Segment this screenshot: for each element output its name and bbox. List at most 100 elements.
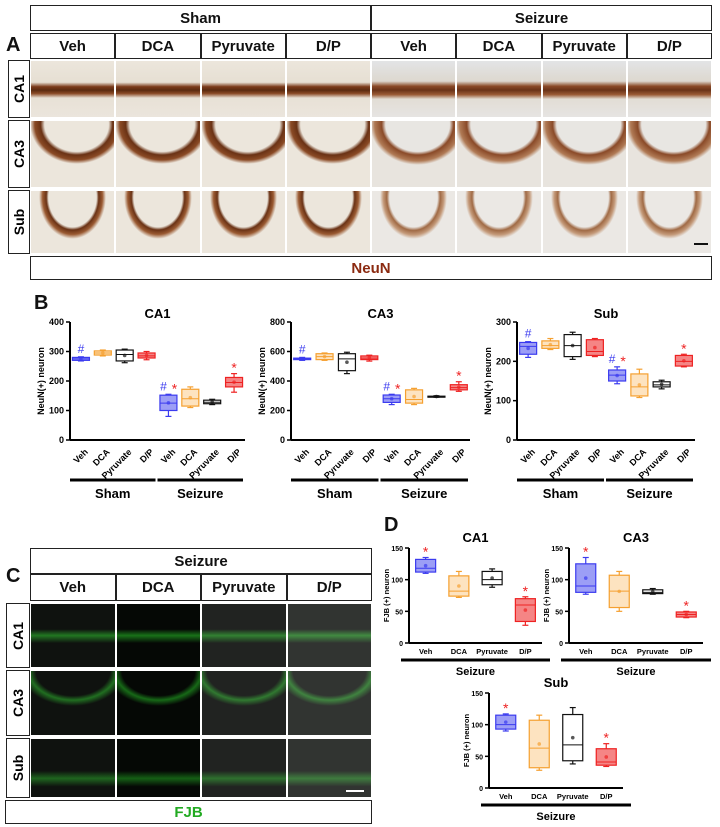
scale-bar bbox=[346, 790, 364, 792]
chart-title: CA1 bbox=[144, 306, 170, 321]
box-Pyruvate bbox=[562, 706, 584, 765]
neun-micrograph bbox=[115, 190, 201, 254]
treatment-header-a: DCA bbox=[115, 33, 201, 59]
fjb-micrograph bbox=[115, 603, 201, 668]
data-point bbox=[682, 358, 686, 363]
star-marker: * bbox=[172, 380, 178, 396]
x-tick-label: D/P bbox=[450, 447, 468, 465]
box-Veh: # * bbox=[608, 352, 626, 385]
x-tick-label: DCA bbox=[451, 647, 468, 656]
treatment-header-a: Pyruvate bbox=[541, 33, 627, 59]
box-D/P: * bbox=[674, 340, 693, 368]
panel-letter-d: D bbox=[384, 514, 399, 536]
data-point bbox=[570, 343, 575, 348]
data-point bbox=[637, 383, 642, 387]
box-Pyruvate bbox=[337, 351, 357, 375]
neun-micrograph bbox=[541, 190, 627, 254]
box-Pyruvate bbox=[652, 379, 671, 390]
star-marker: * bbox=[395, 380, 401, 396]
group-label: Seizure bbox=[626, 486, 672, 501]
data-point bbox=[457, 584, 461, 588]
fjb-micrograph bbox=[201, 738, 287, 798]
data-point bbox=[345, 360, 349, 364]
x-tick-label: Pyruvate bbox=[476, 647, 508, 656]
data-point bbox=[570, 735, 575, 740]
data-point bbox=[389, 396, 394, 401]
region-label-c: CA1 bbox=[6, 603, 30, 668]
x-tick-label: D/P bbox=[138, 447, 156, 465]
box-D/P: * bbox=[449, 368, 468, 392]
neun-micrograph bbox=[456, 60, 542, 118]
x-tick-label: Veh bbox=[71, 447, 89, 465]
region-label-text: CA3 bbox=[10, 688, 27, 718]
box-DCA bbox=[448, 570, 470, 599]
group-label: Seizure bbox=[536, 811, 575, 823]
y-tick-label: 50 bbox=[555, 609, 563, 616]
star-marker: * bbox=[503, 700, 509, 716]
x-tick-label: D/P bbox=[361, 447, 379, 465]
box-Veh: # * bbox=[382, 379, 401, 406]
star-marker: * bbox=[604, 730, 610, 746]
y-tick-label: 0 bbox=[59, 435, 64, 445]
neun-micrograph bbox=[285, 190, 371, 254]
star-marker: * bbox=[583, 544, 589, 560]
neun-micrograph bbox=[115, 60, 201, 118]
y-tick-label: 150 bbox=[551, 546, 563, 553]
group-label: Seizure bbox=[177, 486, 223, 501]
x-tick-label: D/P bbox=[675, 447, 693, 465]
x-tick-label: Pyruvate bbox=[637, 647, 669, 656]
group-header-seizure: Seizure bbox=[371, 5, 712, 31]
scale-bar bbox=[694, 243, 708, 245]
fjb-micrograph bbox=[30, 738, 116, 798]
box-Pyruvate bbox=[203, 398, 222, 406]
box-Pyruvate bbox=[427, 394, 446, 399]
group-header-sham: Sham bbox=[30, 5, 371, 31]
box-D/P bbox=[360, 354, 379, 362]
y-tick-label: 50 bbox=[395, 609, 403, 616]
hash-marker: # bbox=[78, 342, 85, 356]
box-Pyruvate bbox=[115, 348, 134, 364]
x-tick-label: D/P bbox=[600, 792, 613, 801]
x-tick-label: Veh bbox=[159, 447, 177, 465]
data-point bbox=[523, 608, 528, 612]
x-tick-label: Veh bbox=[579, 647, 593, 656]
data-point bbox=[101, 351, 105, 355]
neun-micrograph bbox=[456, 190, 542, 254]
data-point bbox=[593, 345, 597, 350]
fjb-micrograph bbox=[30, 603, 116, 668]
y-tick-label: 100 bbox=[49, 406, 64, 416]
region-label-c: CA3 bbox=[6, 670, 30, 736]
box-DCA bbox=[541, 337, 560, 351]
chart-title: CA3 bbox=[367, 306, 393, 321]
y-tick-label: 100 bbox=[391, 578, 403, 585]
neun-micrograph bbox=[371, 120, 457, 188]
y-axis-label: FJB (+) neuron bbox=[542, 569, 551, 623]
group-label: Seizure bbox=[616, 666, 655, 678]
fjb-micrograph bbox=[115, 738, 201, 798]
treatment-header-a: DCA bbox=[456, 33, 542, 59]
box-Veh: # bbox=[293, 342, 312, 361]
y-tick-label: 100 bbox=[496, 396, 511, 406]
data-point bbox=[548, 342, 553, 347]
box-Veh: * bbox=[495, 700, 517, 732]
box-D/P bbox=[137, 350, 156, 361]
neun-micrograph bbox=[626, 120, 712, 188]
data-point bbox=[659, 382, 664, 387]
data-point bbox=[412, 394, 416, 399]
neun-micrograph bbox=[200, 60, 286, 118]
star-marker: * bbox=[523, 583, 529, 599]
x-tick-label: D/P bbox=[680, 647, 693, 656]
box-Veh: * bbox=[415, 544, 437, 574]
box-D/P: * bbox=[595, 730, 617, 768]
fjb-micrograph bbox=[201, 603, 287, 668]
chart-D-CA1: CA1 0 50 100 150 FJB (+) neuron * Veh DCA Pyruvat… bbox=[382, 530, 550, 678]
data-point bbox=[490, 576, 494, 580]
y-tick-label: 400 bbox=[49, 317, 64, 327]
neun-micrograph bbox=[115, 120, 201, 188]
y-tick-label: 400 bbox=[270, 376, 285, 386]
y-axis-label: FJB (+) neuron bbox=[462, 714, 471, 768]
hash-marker: # bbox=[525, 327, 532, 341]
